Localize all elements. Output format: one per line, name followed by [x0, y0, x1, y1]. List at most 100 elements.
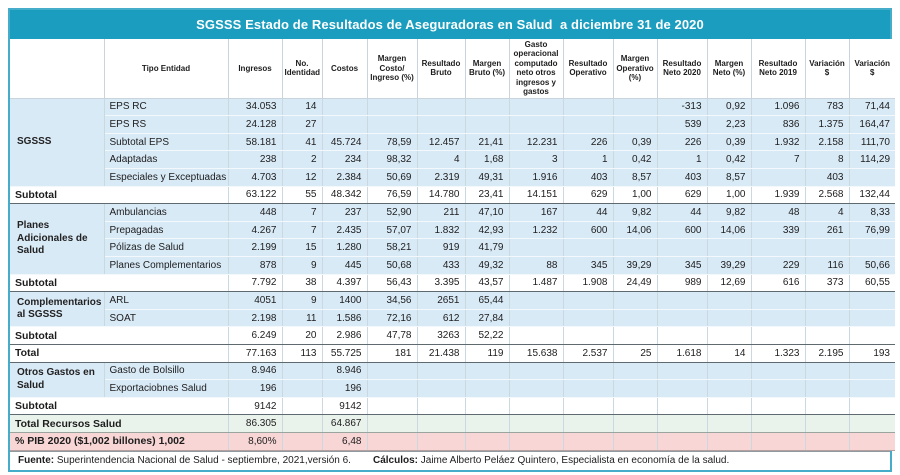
value-cell: 989 [656, 273, 708, 293]
value-cell: 616 [750, 273, 806, 293]
value-cell: 403 [656, 168, 708, 187]
value-cell [612, 379, 658, 398]
value-cell: 27,84 [464, 308, 510, 328]
value-cell: 229 [750, 255, 806, 275]
value-cell [848, 396, 895, 416]
value-cell: 403 [562, 168, 614, 187]
value-cell [562, 379, 614, 398]
value-cell [321, 115, 368, 134]
value-cell [416, 361, 466, 381]
value-cell: 0,39 [706, 132, 752, 152]
value-cell: 1.323 [750, 343, 806, 363]
tipo-entidad-cell: EPS RS [104, 115, 229, 134]
value-cell: 1,00 [612, 185, 658, 205]
value-cell: 1,00 [706, 185, 752, 205]
column-header: Resultado Operativo [562, 39, 614, 99]
value-cell [706, 308, 752, 328]
value-cell: 88 [508, 255, 564, 275]
value-cell [656, 379, 708, 398]
value-cell: 8.946 [321, 361, 368, 381]
table-row: Subtotal 63.122 55 48.342 76,59 14.780 23,41 14… [10, 185, 895, 205]
value-cell: 7 [281, 220, 323, 240]
value-cell: 1.939 [750, 185, 806, 205]
value-cell: 9,82 [612, 203, 658, 222]
value-cell [750, 414, 806, 433]
value-cell: 261 [804, 220, 850, 240]
value-cell: 48 [750, 203, 806, 222]
value-cell: 226 [656, 132, 708, 152]
value-cell [464, 115, 510, 134]
value-cell: 7.792 [227, 273, 283, 293]
value-cell: 63.122 [227, 185, 283, 205]
tipo-entidad-cell: Planes Complementarios [104, 255, 229, 275]
value-cell [281, 379, 323, 398]
value-cell: 42,93 [464, 220, 510, 240]
value-cell: 25 [612, 343, 658, 363]
table-row: EPS RS 24.128 27 539 2,23 836 1.375 164,47 [10, 115, 895, 134]
value-cell [464, 414, 510, 433]
value-cell [804, 379, 850, 398]
value-cell [804, 414, 850, 433]
value-cell: 2.199 [227, 238, 283, 257]
value-cell: 50,69 [366, 168, 418, 187]
value-cell: 539 [656, 115, 708, 134]
column-header: Variación $ [848, 39, 895, 99]
value-cell: 196 [227, 379, 283, 398]
value-cell [366, 396, 418, 416]
value-cell: 1 [562, 150, 614, 169]
value-cell: 39,29 [612, 255, 658, 275]
section-label-cell: Subtotal [10, 396, 229, 416]
value-cell [464, 97, 510, 117]
value-cell: 345 [656, 255, 708, 275]
results-table: Tipo Entidad Ingresos No. Identidad Costos M… [10, 39, 895, 451]
value-cell [562, 115, 614, 134]
value-cell: 2.319 [416, 168, 466, 187]
value-cell: 9142 [321, 396, 368, 416]
value-cell: 34.053 [227, 97, 283, 117]
value-cell: 58,21 [366, 238, 418, 257]
value-cell: 7 [750, 150, 806, 169]
value-cell [508, 396, 564, 416]
column-header: Tipo Entidad [103, 39, 229, 99]
tipo-entidad-cell: Subtotal EPS [104, 132, 229, 152]
value-cell: 55 [281, 185, 323, 205]
table-row: Total 77.163 113 55.725 181 21.438 119 15.638 2.… [10, 343, 895, 363]
value-cell: 41 [281, 132, 323, 152]
value-cell: 76,99 [848, 220, 895, 240]
header-row: Tipo Entidad Ingresos No. Identidad Costos M… [10, 39, 895, 99]
value-cell [750, 168, 806, 187]
table-body: SGSSS EPS RC 34.053 14 -313 0,92 1.096 783 71,44… [10, 97, 895, 451]
value-cell: 116 [804, 255, 850, 275]
value-cell [612, 326, 658, 345]
value-cell [464, 396, 510, 416]
value-cell [656, 326, 708, 345]
tipo-entidad-cell: SOAT [104, 308, 229, 328]
value-cell: 15 [281, 238, 323, 257]
table-row: Subtotal EPS 58.181 41 45.724 78,59 12.457 21,… [10, 132, 895, 152]
value-cell: 2.986 [321, 326, 368, 345]
value-cell: 14.151 [508, 185, 564, 205]
value-cell: 77.163 [227, 343, 283, 363]
value-cell [612, 308, 658, 328]
value-cell: 38 [281, 273, 323, 293]
value-cell: 14.780 [416, 185, 466, 205]
value-cell: 196 [321, 379, 368, 398]
value-cell [656, 414, 708, 433]
value-cell [464, 361, 510, 381]
value-cell: 14 [706, 343, 752, 363]
value-cell: 2 [281, 150, 323, 169]
value-cell: 211 [416, 203, 466, 222]
value-cell [416, 431, 466, 451]
value-cell: 345 [562, 255, 614, 275]
value-cell: 56,43 [366, 273, 418, 293]
value-cell: 237 [321, 203, 368, 222]
column-header: Costos [321, 39, 368, 99]
table-row: Otros Gastos en Salud Gasto de Bolsillo 8.… [10, 361, 895, 398]
group-label-cell: SGSSS [10, 97, 105, 187]
value-cell [416, 396, 466, 416]
value-cell [562, 326, 614, 345]
value-cell [366, 115, 418, 134]
value-cell: 49,31 [464, 168, 510, 187]
value-cell: 111,70 [848, 132, 895, 152]
value-cell: 1.487 [508, 273, 564, 293]
